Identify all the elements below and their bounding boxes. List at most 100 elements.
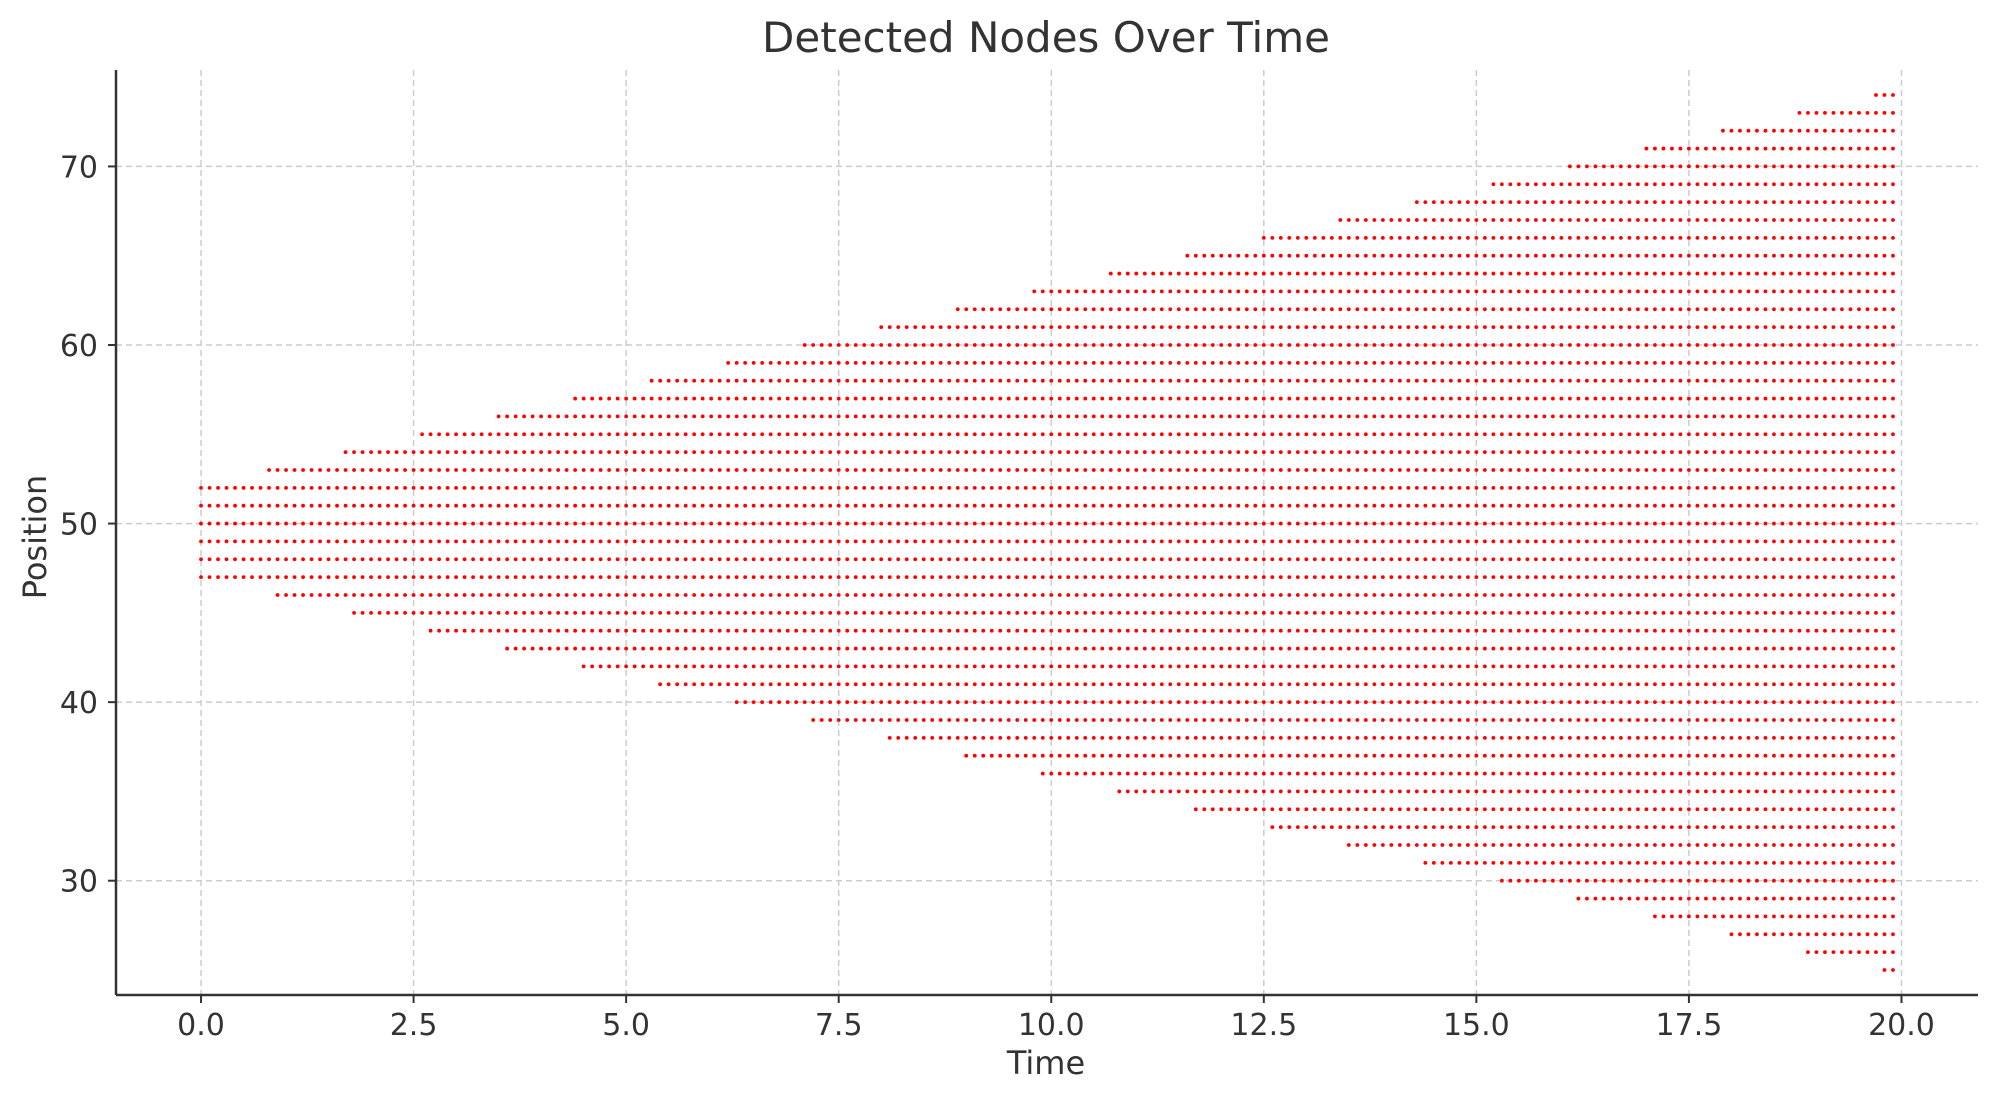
data-point [539,504,543,508]
data-point [1679,147,1683,151]
data-point [1372,254,1376,258]
data-point [888,611,892,615]
data-point [1798,575,1802,579]
data-point [1474,254,1478,258]
data-point [1228,611,1232,615]
data-point [1491,200,1495,204]
data-point [1730,254,1734,258]
data-point [667,522,671,526]
data-point [1330,272,1334,276]
data-point [701,379,705,383]
data-point [1253,754,1257,758]
data-point [1279,290,1283,294]
data-point [718,379,722,383]
data-point [752,468,756,472]
data-point [1415,772,1419,776]
data-point [1364,343,1368,347]
data-point [1696,361,1700,365]
data-point [1262,343,1266,347]
data-point [1049,415,1053,419]
data-point [820,557,824,561]
data-point [1126,468,1130,472]
data-point [1134,629,1138,633]
data-point [1398,397,1402,401]
data-point [820,486,824,490]
data-point [1449,540,1453,544]
data-point [1015,647,1019,651]
data-point [1517,879,1521,883]
data-point [590,397,594,401]
data-point [1764,218,1768,222]
data-point [1151,307,1155,311]
data-point [1296,307,1300,311]
data-point [1636,879,1640,883]
data-point [803,361,807,365]
data-point [769,629,773,633]
data-point [777,379,781,383]
data-point [1415,361,1419,365]
data-point [607,575,611,579]
data-point [1440,236,1444,240]
data-point [1338,593,1342,597]
data-point [1049,736,1053,740]
data-point [1262,700,1266,704]
data-point [1474,575,1478,579]
data-point [1696,754,1700,758]
data-point [488,504,492,508]
data-point [1304,736,1308,740]
data-point [1738,897,1742,901]
data-point [1619,843,1623,847]
data-point [828,575,832,579]
data-point [777,575,781,579]
data-point [1389,432,1393,436]
data-point [250,504,254,508]
data-point [1381,754,1385,758]
data-point [1662,665,1666,669]
data-point [344,575,348,579]
data-point [1491,700,1495,704]
data-point [1313,325,1317,329]
data-point [905,361,909,365]
data-point [1738,504,1742,508]
data-point [1781,879,1785,883]
data-point [1755,486,1759,490]
data-point [1525,611,1529,615]
data-point [1636,200,1640,204]
data-point [1296,611,1300,615]
data-point [1466,218,1470,222]
data-point [667,557,671,561]
data-point [1109,754,1113,758]
data-point [1338,754,1342,758]
data-point [607,611,611,615]
data-point [658,665,662,669]
data-point [1662,147,1666,151]
data-point [820,343,824,347]
data-point [1355,379,1359,383]
data-point [1662,575,1666,579]
data-point [947,397,951,401]
data-point [1738,450,1742,454]
data-point [1075,504,1079,508]
data-point [1117,682,1121,686]
data-point [1321,361,1325,365]
data-point [1696,236,1700,240]
data-point [1491,754,1495,758]
data-point [862,629,866,633]
data-point [820,522,824,526]
data-point [862,432,866,436]
data-point [1764,665,1768,669]
data-point [1440,754,1444,758]
data-point [879,468,883,472]
data-point [1406,540,1410,544]
data-point [1653,897,1657,901]
data-point [1321,486,1325,490]
data-point [1338,682,1342,686]
data-point [1602,897,1606,901]
data-point [514,575,518,579]
data-point [1679,700,1683,704]
data-point [862,557,866,561]
data-point [1483,272,1487,276]
data-point [1559,218,1563,222]
data-point [1747,593,1751,597]
data-point [845,343,849,347]
